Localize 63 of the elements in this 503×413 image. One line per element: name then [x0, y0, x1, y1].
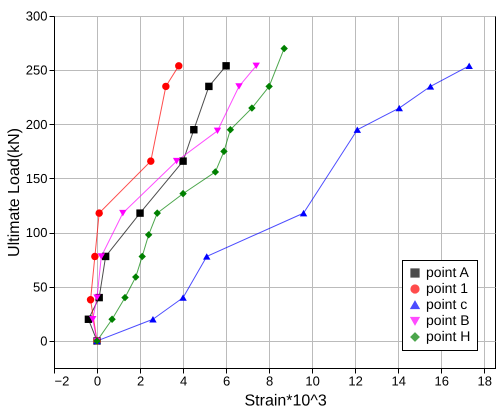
y-tick-label: 200	[26, 116, 48, 132]
point	[136, 209, 144, 217]
legend-label: point B	[426, 312, 470, 328]
y-tick-label: 250	[26, 62, 48, 78]
point	[205, 82, 213, 90]
point	[98, 253, 106, 260]
point	[91, 252, 99, 260]
y-tick-label: 300	[26, 8, 48, 24]
point	[248, 104, 256, 112]
point	[144, 231, 152, 238]
point	[235, 83, 243, 90]
point	[138, 252, 146, 260]
y-tick-label: 0	[40, 333, 48, 348]
legend-label: point A	[426, 264, 470, 280]
point	[214, 128, 222, 134]
point	[222, 62, 230, 70]
point	[95, 209, 103, 217]
point	[226, 126, 234, 134]
y-tick-label: 150	[26, 170, 48, 186]
point	[179, 157, 187, 165]
x-tick-label: 10	[305, 374, 320, 388]
y-tick-label: 50	[33, 279, 48, 294]
x-tick-label: 12	[348, 374, 363, 388]
point	[121, 294, 129, 302]
x-tick-label: 6	[222, 374, 230, 388]
point	[300, 210, 308, 216]
x-tick-label: −2	[54, 374, 70, 388]
x-tick-label: 8	[266, 374, 274, 388]
point	[465, 62, 473, 70]
x-axis-title: Strain*10^3	[244, 392, 327, 410]
x-tick-label: 18	[478, 374, 492, 388]
x-tick-label: 2	[136, 374, 144, 388]
point	[147, 157, 155, 165]
point	[86, 296, 94, 304]
point	[89, 316, 96, 322]
point	[162, 82, 170, 90]
legend-label: point c	[426, 296, 468, 312]
point	[220, 148, 228, 156]
y-tick-label: 100	[26, 225, 48, 240]
point	[252, 62, 260, 70]
point	[203, 253, 210, 260]
x-tick-label: 4	[180, 374, 188, 388]
point	[108, 316, 116, 323]
point	[154, 209, 161, 217]
y-axis-title: Ultimate Load(kN)	[6, 128, 23, 257]
point	[212, 168, 220, 176]
point	[179, 294, 187, 301]
point	[280, 44, 288, 52]
point	[179, 190, 187, 198]
point	[172, 158, 180, 164]
point	[190, 126, 198, 134]
point	[354, 126, 362, 133]
point	[149, 316, 157, 322]
legend-label: point H	[426, 328, 470, 344]
x-tick-label: 16	[434, 374, 449, 388]
point	[396, 104, 403, 112]
point	[426, 83, 434, 90]
point	[265, 82, 273, 90]
legend-label: point 1	[426, 280, 468, 296]
point	[175, 62, 182, 70]
point	[119, 210, 127, 216]
x-tick-label: 14	[391, 374, 406, 388]
x-tick-label: 0	[94, 374, 102, 388]
